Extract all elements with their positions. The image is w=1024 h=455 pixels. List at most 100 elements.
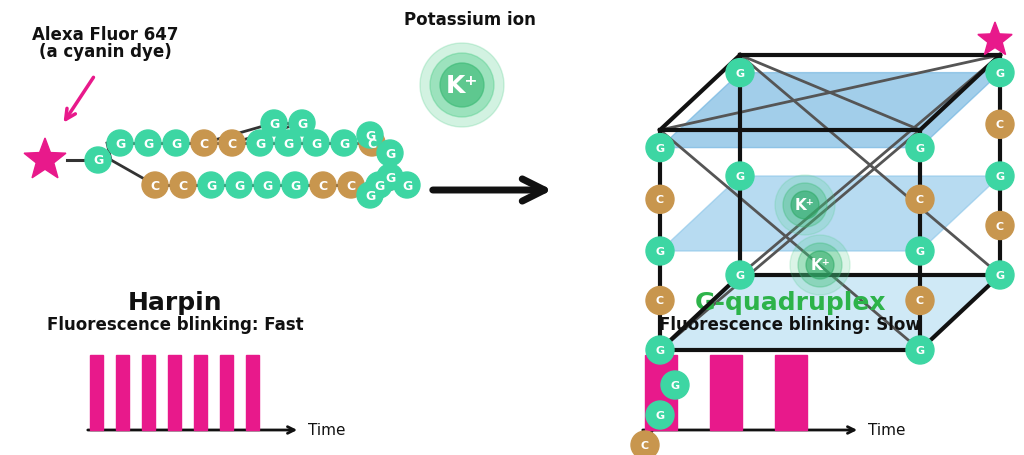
Text: G: G [269, 117, 280, 130]
Text: Alexa Fluor 647: Alexa Fluor 647 [32, 26, 178, 44]
Text: G: G [365, 129, 375, 142]
Polygon shape [660, 177, 1000, 252]
Text: G: G [735, 172, 744, 182]
Circle shape [366, 172, 392, 198]
Circle shape [303, 131, 329, 157]
Circle shape [631, 431, 659, 455]
Circle shape [377, 141, 403, 167]
Text: Time: Time [308, 423, 345, 438]
Text: Time: Time [868, 423, 905, 438]
Circle shape [394, 172, 420, 198]
Circle shape [726, 162, 754, 191]
Text: C: C [656, 195, 664, 205]
Text: Fluorescence blinking: Fast: Fluorescence blinking: Fast [47, 315, 303, 333]
Circle shape [906, 287, 934, 315]
Text: Fluorescence blinking: Slow: Fluorescence blinking: Slow [659, 315, 921, 333]
Bar [220, 355, 233, 430]
Circle shape [646, 287, 674, 315]
Circle shape [646, 238, 674, 265]
Circle shape [783, 184, 827, 228]
Circle shape [338, 172, 364, 198]
Circle shape [430, 54, 494, 118]
Circle shape [191, 131, 217, 157]
Circle shape [906, 186, 934, 214]
Circle shape [662, 371, 689, 399]
Circle shape [440, 64, 484, 108]
Text: C: C [151, 179, 160, 192]
Text: G: G [915, 247, 925, 257]
Text: G: G [143, 137, 154, 150]
Text: G: G [401, 179, 412, 192]
Text: G: G [171, 137, 181, 150]
Circle shape [331, 131, 357, 157]
Text: G: G [206, 179, 216, 192]
Text: K⁺: K⁺ [795, 198, 815, 213]
Circle shape [106, 131, 133, 157]
Text: C: C [200, 137, 209, 150]
Circle shape [163, 131, 189, 157]
Bar [168, 355, 181, 430]
Text: G: G [915, 143, 925, 153]
Circle shape [359, 131, 385, 157]
Text: G: G [93, 154, 103, 167]
Text: C: C [996, 120, 1005, 130]
Circle shape [906, 238, 934, 265]
Circle shape [798, 243, 842, 288]
Text: Harpin: Harpin [128, 290, 222, 314]
Text: C: C [656, 296, 664, 306]
Circle shape [219, 131, 245, 157]
Text: G: G [735, 270, 744, 280]
Text: C: C [318, 179, 328, 192]
Text: G: G [915, 345, 925, 355]
Text: G: G [655, 410, 665, 420]
Polygon shape [660, 275, 1000, 350]
Polygon shape [978, 23, 1012, 56]
Circle shape [135, 131, 161, 157]
Circle shape [420, 44, 504, 128]
Text: G: G [255, 137, 265, 150]
Circle shape [646, 186, 674, 214]
Polygon shape [25, 139, 66, 178]
Circle shape [906, 134, 934, 162]
Text: G: G [995, 68, 1005, 78]
Circle shape [646, 134, 674, 162]
Bar [142, 355, 155, 430]
Text: K⁺: K⁺ [445, 74, 478, 98]
Circle shape [357, 182, 383, 208]
Text: (a cyanin dye): (a cyanin dye) [39, 43, 171, 61]
Circle shape [906, 336, 934, 364]
Circle shape [377, 165, 403, 191]
Text: G: G [671, 380, 680, 390]
Circle shape [261, 111, 287, 136]
Circle shape [85, 148, 111, 174]
Circle shape [986, 212, 1014, 240]
Circle shape [247, 131, 273, 157]
Text: G: G [233, 179, 244, 192]
Text: G: G [385, 171, 395, 184]
Text: G: G [290, 179, 300, 192]
Circle shape [170, 172, 196, 198]
Text: G-quadruplex: G-quadruplex [694, 290, 886, 314]
Text: G: G [339, 137, 349, 150]
Text: C: C [178, 179, 187, 192]
Circle shape [726, 262, 754, 289]
Circle shape [986, 111, 1014, 139]
Circle shape [986, 262, 1014, 289]
Bar [775, 355, 807, 430]
Text: G: G [995, 172, 1005, 182]
Circle shape [791, 192, 819, 219]
Circle shape [646, 336, 674, 364]
Text: G: G [655, 143, 665, 153]
Text: C: C [641, 440, 649, 450]
Circle shape [646, 401, 674, 429]
Text: C: C [915, 296, 924, 306]
Text: K⁺: K⁺ [810, 258, 829, 273]
Text: G: G [655, 247, 665, 257]
Text: C: C [227, 137, 237, 150]
Circle shape [275, 131, 301, 157]
Bar [246, 355, 259, 430]
Text: C: C [346, 179, 355, 192]
Circle shape [198, 172, 224, 198]
Polygon shape [660, 73, 1000, 148]
Text: G: G [311, 137, 322, 150]
